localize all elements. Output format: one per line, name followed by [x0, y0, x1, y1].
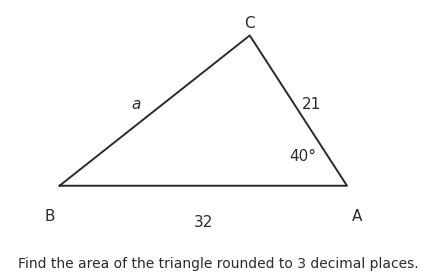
Text: Find the area of the triangle rounded to 3 decimal places.: Find the area of the triangle rounded to…	[18, 257, 419, 271]
Text: 32: 32	[194, 215, 213, 230]
Text: B: B	[44, 209, 55, 224]
Text: C: C	[244, 16, 255, 31]
Text: 40°: 40°	[290, 150, 316, 164]
Text: 21: 21	[302, 97, 321, 112]
Text: A: A	[352, 209, 362, 224]
Text: a: a	[131, 97, 140, 112]
